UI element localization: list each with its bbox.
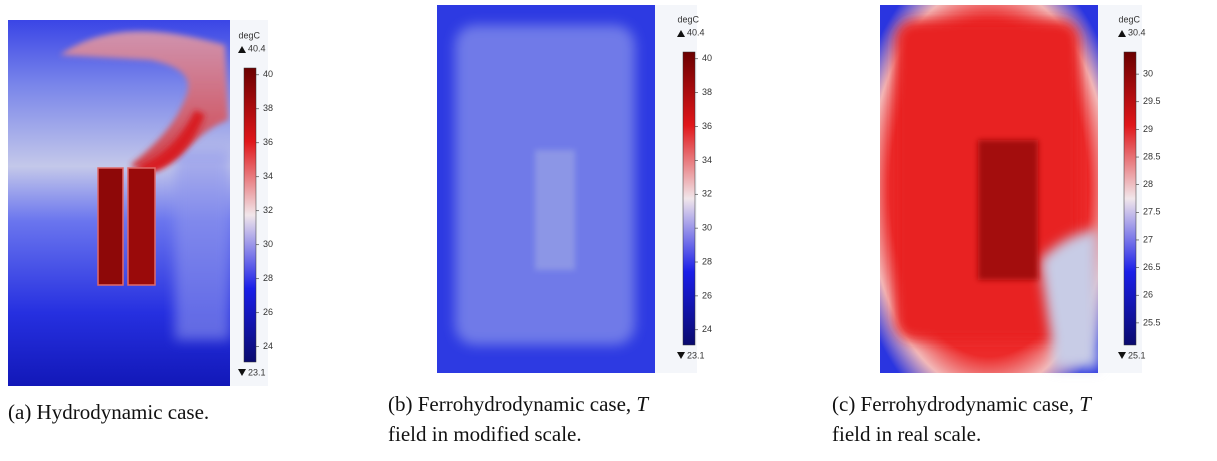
caption: (c) Ferrohydrodynamic case, T	[832, 392, 1092, 416]
min-marker	[1118, 352, 1126, 359]
tick-label: 24	[702, 324, 712, 334]
tick-label: 28.5	[1143, 151, 1161, 161]
tick-label: 26	[263, 307, 273, 317]
tick-label: 38	[702, 87, 712, 97]
min-label: 23.1	[687, 350, 705, 360]
tick-label: 29	[1143, 124, 1153, 134]
caption-symbol: T	[636, 392, 649, 416]
min-label: 25.1	[1128, 350, 1146, 360]
colorbar	[682, 51, 696, 346]
tick-label: 27	[1143, 234, 1153, 244]
tick-label: 32	[263, 205, 273, 215]
max-label: 40.4	[248, 43, 266, 53]
tick-label: 30	[1143, 68, 1153, 78]
max-marker	[1118, 30, 1126, 37]
tick-label: 34	[702, 155, 712, 165]
max-label: 40.4	[687, 27, 705, 37]
tick-label: 28	[263, 273, 273, 283]
min-marker	[677, 352, 685, 359]
tick-label: 32	[702, 189, 712, 199]
tick-label: 26.5	[1143, 262, 1161, 272]
colorbar	[243, 67, 257, 363]
tick-label: 40	[263, 69, 273, 79]
max-marker	[238, 46, 246, 53]
tick-label: 24	[263, 341, 273, 351]
tick-label: 36	[263, 137, 273, 147]
tick-label: 40	[702, 53, 712, 63]
caption-text: (c) Ferrohydrodynamic case,	[832, 392, 1079, 416]
tick-label: 29.5	[1143, 96, 1161, 106]
tick-label: 30	[263, 239, 273, 249]
tick-label: 28	[702, 256, 712, 266]
tick-label: 28	[1143, 179, 1153, 189]
caption: (a) Hydrodynamic case.	[8, 400, 209, 424]
caption-symbol: T	[1079, 392, 1092, 416]
caption: (b) Ferrohydrodynamic case, T	[388, 392, 649, 416]
unit-label: degC	[677, 14, 699, 24]
tick-label: 26	[1143, 290, 1153, 300]
tick-label: 38	[263, 103, 273, 113]
colorbar	[1123, 51, 1137, 346]
tick-label: 34	[263, 171, 273, 181]
min-marker	[238, 369, 246, 376]
unit-label: degC	[238, 30, 260, 40]
tick-label: 26	[702, 290, 712, 300]
tick-label: 27.5	[1143, 207, 1161, 217]
caption: field in real scale.	[832, 422, 981, 446]
tick-label: 30	[702, 223, 712, 233]
min-label: 23.1	[248, 367, 266, 377]
field-a	[8, 20, 230, 386]
tick-label: 25.5	[1143, 317, 1161, 327]
max-marker	[677, 30, 685, 37]
tick-label: 36	[702, 121, 712, 131]
unit-label: degC	[1118, 14, 1140, 24]
field-b	[437, 5, 655, 373]
max-label: 30.4	[1128, 27, 1146, 37]
field-c	[880, 5, 1098, 373]
caption-text: (b) Ferrohydrodynamic case,	[388, 392, 636, 416]
caption: field in modified scale.	[388, 422, 582, 446]
